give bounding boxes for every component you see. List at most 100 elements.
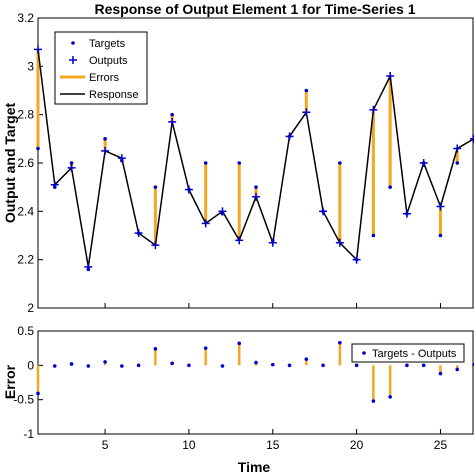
error-point [69,362,74,366]
output-point [134,229,143,238]
bottom-chart-ylabel: Error [2,364,18,399]
legend-label: Response [89,89,139,101]
error-point [405,363,409,368]
error-point [338,340,342,345]
output-point [386,72,395,80]
error-point [421,363,426,368]
error-point [438,371,443,376]
bottom-chart-legend: Targets - Outputs [351,343,465,363]
output-point [218,207,227,216]
bottom-chart-xlabel: Time [238,459,271,475]
legend-label: Errors [89,72,119,84]
error-point [321,363,325,368]
output-point [470,134,474,143]
target-point [103,137,107,141]
target-point [36,146,40,151]
bottom-ytick-label: -1 [23,427,34,441]
output-point [50,180,59,189]
top-ytick-label: 2.2 [17,253,34,267]
bottom-ytick-label: 0 [27,358,34,372]
error-point [455,367,460,372]
bottom-ytick-label: 0.5 [17,324,34,338]
error-point [187,363,191,368]
output-point [285,132,294,141]
output-point [453,144,462,153]
target-point [371,233,376,238]
target-point [304,88,309,93]
output-point [436,202,445,211]
top-legend-box [54,31,148,105]
error-point [136,363,141,368]
error-point [354,363,359,368]
legend-label: Targets [89,38,126,50]
output-point [235,236,244,245]
error-point [103,360,107,364]
top-chart-legend: Targets Outputs Errors Response [54,31,148,105]
legend-label: Outputs [89,55,128,67]
bottom-chart-plot-area: -1 -0.5 0 0.5 5 10 15 20 25 [13,324,474,452]
error-point [203,346,208,350]
error-point [287,363,292,368]
target-point [455,161,460,165]
output-point [352,255,361,264]
error-point [371,399,376,403]
bottom-legend-box [351,343,465,363]
output-point [34,45,42,54]
top-ytick-label: 2.4 [17,204,34,218]
bottom-xtick-label: 20 [350,438,364,452]
bottom-xtick-label: 15 [266,438,280,452]
target-point [388,185,392,189]
output-point [268,238,277,247]
output-point [67,163,76,172]
error-point [120,364,124,368]
output-point [184,185,193,194]
output-point [101,146,110,155]
target-point [69,161,74,165]
target-point [254,185,258,189]
error-point [270,362,275,367]
output-point [252,192,260,201]
error-point [220,364,225,368]
target-point [153,185,158,189]
legend-label: Targets - Outputs [372,348,457,360]
output-point [402,209,411,218]
error-point [170,361,174,366]
target-point [237,161,242,165]
top-ytick-label: 2.8 [17,108,34,122]
legend-targets-swatch [71,41,75,45]
error-point [153,347,158,351]
output-point [319,207,328,216]
error-point [36,391,40,396]
error-point [237,341,242,346]
target-point [338,161,342,165]
top-ytick-label: 3 [27,59,34,73]
error-point [388,395,392,399]
error-point [52,364,57,368]
target-point [438,233,443,238]
output-point [117,154,126,163]
output-point [84,262,93,271]
bottom-xtick-label: 25 [434,438,448,452]
output-point [201,219,210,228]
bottom-xtick-label: 10 [182,438,196,452]
legend-targets-outputs-swatch [362,351,366,355]
output-point [419,159,428,167]
bottom-xtick-label: 5 [102,438,109,452]
top-ytick-label: 3.2 [17,11,34,25]
error-point [254,360,258,365]
output-point [302,108,311,117]
output-point [369,105,378,114]
top-ytick-label: 2.6 [17,156,34,170]
error-point [304,357,309,361]
output-point [168,117,177,126]
output-point [335,238,344,247]
output-point [151,241,160,250]
target-point [203,161,208,165]
target-point [170,112,174,117]
bottom-ytick-label: -0.5 [13,393,34,407]
top-ytick-label: 2 [27,301,34,315]
top-chart-title: Response of Output Element 1 for Time-Se… [94,1,415,17]
error-point [86,364,91,368]
top-chart-ylabel: Output and Target [2,103,18,224]
